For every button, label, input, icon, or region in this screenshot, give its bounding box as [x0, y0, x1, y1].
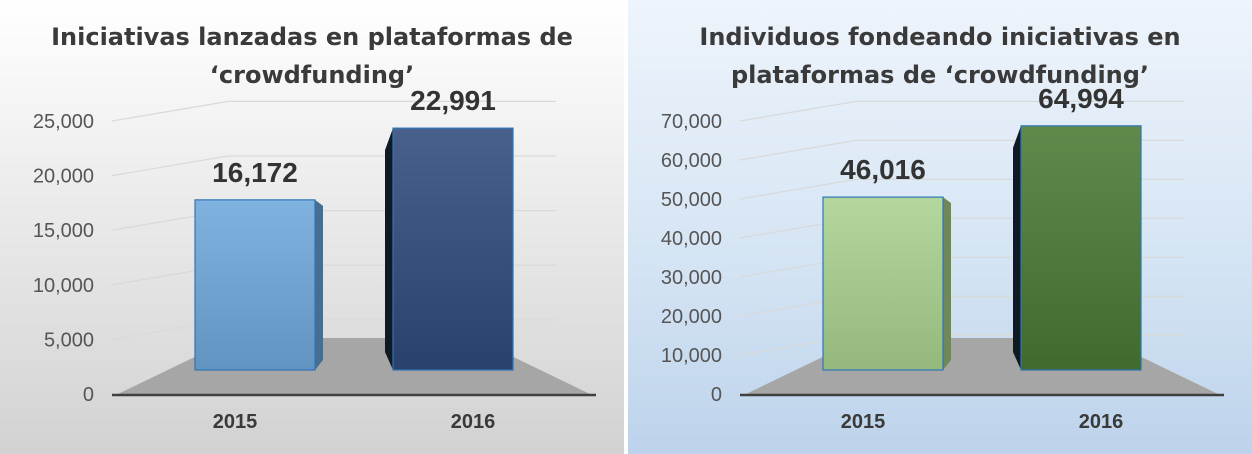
y-tick-label: 25,000 — [33, 111, 94, 133]
bar-chart-individuals: 0 10,000 20,000 30,000 40,000 50,000 60,000 70,… — [661, 83, 1224, 433]
chart-panel-individuals: Individuos fondeando iniciativas en plat… — [628, 0, 1252, 454]
chart-panel-initiatives: Iniciativas lanzadas en plataformas de ‘… — [0, 0, 624, 454]
y-tick-label: 50,000 — [661, 189, 722, 211]
chart-floor — [746, 338, 1218, 394]
bar-chart-initiatives: 0 5,000 10,000 15,000 20,000 25,000 16,172 2015… — [33, 85, 596, 433]
bar-side-face — [1013, 125, 1021, 370]
y-tick-label: 60,000 — [661, 150, 722, 172]
x-category-label: 2015 — [841, 411, 886, 433]
chart-title: Iniciativas lanzadas en plataformas de ‘… — [0, 18, 624, 94]
data-label-2016: 22,991 — [410, 85, 496, 116]
data-label-2015: 16,172 — [212, 157, 298, 188]
y-tick-label: 10,000 — [661, 345, 722, 367]
bar-2016 — [1020, 125, 1142, 371]
gridline — [739, 100, 1184, 122]
y-tick-label: 15,000 — [33, 220, 94, 242]
chart-title-line-1: Individuos fondeando iniciativas en — [699, 23, 1181, 51]
y-tick-label: 5,000 — [44, 329, 94, 351]
y-tick-label: 0 — [83, 384, 94, 406]
y-tick-label: 70,000 — [661, 111, 722, 133]
gridline — [111, 100, 556, 122]
x-category-label: 2016 — [1079, 411, 1124, 433]
x-category-label: 2016 — [451, 411, 496, 433]
y-tick-label: 20,000 — [33, 166, 94, 188]
data-label-2016: 64,994 — [1038, 83, 1124, 114]
chart-floor — [118, 338, 590, 394]
bar-2016 — [392, 127, 514, 371]
chart-title-line-1: Iniciativas lanzadas en plataformas de — [51, 23, 573, 51]
bar-2015 — [822, 196, 944, 371]
x-category-label: 2015 — [213, 411, 258, 433]
bar-2015 — [194, 199, 316, 371]
bar-side-face — [315, 199, 323, 370]
y-tick-label: 40,000 — [661, 228, 722, 250]
y-tick-label: 30,000 — [661, 267, 722, 289]
y-tick-label: 0 — [711, 384, 722, 406]
chart-title: Individuos fondeando iniciativas en plat… — [628, 18, 1252, 94]
data-label-2015: 46,016 — [840, 154, 926, 185]
y-tick-label: 20,000 — [661, 306, 722, 328]
y-tick-label: 10,000 — [33, 275, 94, 297]
bar-side-face — [943, 197, 951, 370]
bar-side-face — [385, 128, 393, 370]
chart-title-line-2: ‘crowdfunding’ — [209, 61, 415, 89]
chart-title-line-2: plataformas de ‘crowdfunding’ — [730, 61, 1150, 89]
